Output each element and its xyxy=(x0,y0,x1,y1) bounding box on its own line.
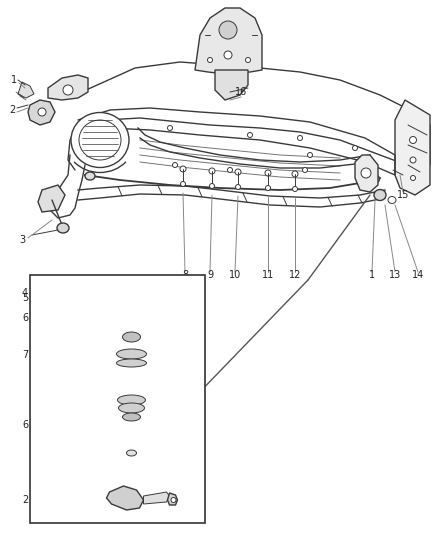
Text: 9: 9 xyxy=(207,270,213,280)
Ellipse shape xyxy=(127,423,135,427)
Ellipse shape xyxy=(246,58,251,62)
Text: 5: 5 xyxy=(22,293,28,303)
Text: 16: 16 xyxy=(235,87,247,97)
Text: 2: 2 xyxy=(9,105,15,115)
Text: 10: 10 xyxy=(229,270,241,280)
Ellipse shape xyxy=(235,169,241,175)
Text: 6: 6 xyxy=(22,420,28,430)
Ellipse shape xyxy=(374,190,386,200)
Text: 8: 8 xyxy=(182,270,188,280)
Ellipse shape xyxy=(180,182,186,187)
Ellipse shape xyxy=(297,135,303,141)
Ellipse shape xyxy=(116,418,148,432)
Ellipse shape xyxy=(117,349,146,359)
Text: 3: 3 xyxy=(19,235,25,245)
Ellipse shape xyxy=(236,184,240,190)
Polygon shape xyxy=(28,100,55,125)
Ellipse shape xyxy=(63,85,73,95)
Ellipse shape xyxy=(38,108,46,116)
Polygon shape xyxy=(106,486,144,510)
Text: 2: 2 xyxy=(22,495,28,505)
Ellipse shape xyxy=(307,152,312,157)
Ellipse shape xyxy=(227,167,233,173)
Ellipse shape xyxy=(167,125,173,131)
Ellipse shape xyxy=(71,112,129,167)
Ellipse shape xyxy=(117,395,145,405)
Ellipse shape xyxy=(303,167,307,173)
Ellipse shape xyxy=(209,168,215,174)
Polygon shape xyxy=(144,492,170,504)
Ellipse shape xyxy=(128,295,135,302)
Text: 11: 11 xyxy=(262,270,274,280)
Polygon shape xyxy=(355,155,378,192)
Ellipse shape xyxy=(85,172,95,180)
Ellipse shape xyxy=(224,51,232,59)
Ellipse shape xyxy=(127,315,135,321)
Ellipse shape xyxy=(123,332,141,342)
Ellipse shape xyxy=(292,171,298,177)
Polygon shape xyxy=(215,70,248,100)
Ellipse shape xyxy=(410,175,416,181)
Ellipse shape xyxy=(371,175,379,183)
Ellipse shape xyxy=(57,223,69,233)
Ellipse shape xyxy=(353,146,357,150)
Ellipse shape xyxy=(219,21,237,39)
Polygon shape xyxy=(38,185,65,212)
Text: 6: 6 xyxy=(22,313,28,323)
Ellipse shape xyxy=(125,292,138,304)
Ellipse shape xyxy=(247,133,252,138)
Text: 7: 7 xyxy=(22,350,28,360)
Ellipse shape xyxy=(173,163,177,167)
Text: 14: 14 xyxy=(412,270,424,280)
Bar xyxy=(30,275,205,523)
Polygon shape xyxy=(395,100,430,195)
Ellipse shape xyxy=(410,136,417,143)
Text: 13: 13 xyxy=(389,270,401,280)
Ellipse shape xyxy=(171,497,176,503)
Ellipse shape xyxy=(410,157,416,163)
Text: 12: 12 xyxy=(289,270,301,280)
Ellipse shape xyxy=(293,187,297,191)
Ellipse shape xyxy=(117,387,146,397)
Ellipse shape xyxy=(117,340,145,350)
Polygon shape xyxy=(18,82,34,98)
Ellipse shape xyxy=(127,450,137,456)
Ellipse shape xyxy=(117,359,146,367)
Text: 4: 4 xyxy=(22,288,28,298)
Text: 1: 1 xyxy=(369,270,375,280)
Ellipse shape xyxy=(388,197,396,204)
Ellipse shape xyxy=(180,166,186,172)
Ellipse shape xyxy=(208,58,212,62)
Ellipse shape xyxy=(209,183,215,189)
Ellipse shape xyxy=(265,170,271,176)
Text: 15: 15 xyxy=(397,190,409,200)
Ellipse shape xyxy=(119,403,145,413)
Polygon shape xyxy=(195,8,262,74)
Ellipse shape xyxy=(79,120,121,160)
Ellipse shape xyxy=(265,185,271,190)
Ellipse shape xyxy=(361,168,371,178)
Polygon shape xyxy=(48,75,88,100)
Ellipse shape xyxy=(123,413,141,421)
Text: 1: 1 xyxy=(11,75,17,85)
Ellipse shape xyxy=(116,310,148,326)
Polygon shape xyxy=(167,493,177,505)
